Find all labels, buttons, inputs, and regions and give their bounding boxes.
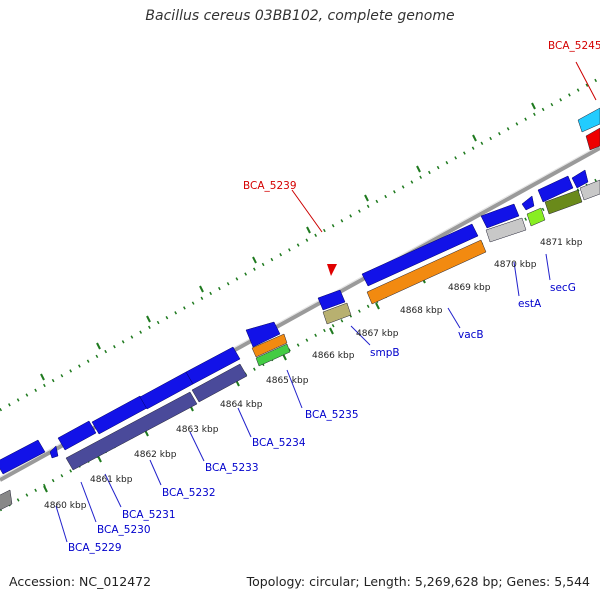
kbp-label: 4863 kbp — [176, 425, 219, 435]
kbp-label: 4862 kbp — [134, 450, 177, 460]
gene-arrow — [537, 175, 574, 203]
gene-bar-lime — [526, 207, 546, 227]
gene-label: BCA_5229 — [68, 542, 122, 554]
gene-label: BCA_5234 — [252, 437, 306, 449]
outer-major-ticks — [40, 102, 536, 381]
gene-bar-orange — [251, 333, 288, 358]
gene-bar-olive — [322, 302, 352, 325]
gene-label: smpB — [370, 347, 400, 359]
gene-label: BCA_5230 — [97, 524, 151, 536]
forward-genes — [0, 169, 589, 475]
gene-label: BCA_5233 — [205, 462, 259, 474]
gene-label: secG — [550, 282, 576, 294]
gene-arrow — [49, 445, 59, 459]
kbp-label: 4867 kbp — [356, 329, 399, 339]
genome-summary-text: Topology: circular; Length: 5,269,628 bp… — [246, 574, 590, 589]
gene-arrow — [185, 346, 241, 385]
callout-label: BCA_5239 — [243, 180, 297, 192]
label-leaders — [55, 253, 551, 543]
reverse-genes — [0, 107, 600, 511]
gene-arrow — [480, 203, 520, 229]
gene-bar-purple — [65, 391, 198, 471]
gene-arrow — [571, 169, 589, 189]
gene-bar-green — [255, 343, 291, 367]
kbp-label: 4870 kbp — [494, 260, 537, 270]
kbp-label: 4865 kbp — [266, 376, 309, 386]
gene-arrow — [0, 439, 46, 475]
gene-arrow — [361, 223, 479, 287]
gene-label: BCA_5231 — [122, 509, 176, 521]
gene-label: estA — [518, 298, 542, 310]
callout-line-BCA_5239 — [291, 189, 323, 233]
kbp-label: 4861 kbp — [90, 475, 133, 485]
kbp-label: 4866 kbp — [312, 351, 355, 361]
callout-labels: BCA_5239 BCA_5245 — [243, 40, 600, 192]
gene-label: BCA_5232 — [162, 487, 216, 499]
gene-arrow — [317, 289, 346, 311]
gene-label: vacB — [458, 329, 484, 341]
gene-arrow — [245, 321, 281, 348]
gene-bar-red — [585, 127, 600, 151]
kbp-label: 4868 kbp — [400, 306, 443, 316]
gene-arrow — [57, 420, 97, 451]
gene-bar-purple — [191, 363, 248, 403]
gene-bar-silver — [485, 217, 527, 243]
gene-bar-silver — [579, 179, 600, 201]
gene-bar-orange — [366, 239, 487, 305]
gene-bar-gray — [0, 489, 13, 511]
kbp-label: 4864 kbp — [220, 400, 263, 410]
callout-line-BCA_5245 — [575, 61, 597, 101]
gene-label: BCA_5235 — [305, 409, 359, 421]
kbp-labels: 4860 kbp 4861 kbp 4862 kbp 4863 kbp 4864… — [44, 238, 583, 511]
map-title: Bacillus cereus 03BB102, complete genome — [145, 8, 455, 24]
callout-label: BCA_5245 — [548, 40, 600, 52]
kbp-label: 4869 kbp — [448, 283, 491, 293]
gene-bar-cyan — [577, 107, 600, 133]
kbp-label: 4871 kbp — [540, 238, 583, 248]
kbp-label: 4860 kbp — [44, 501, 87, 511]
callout-arrow-BCA_5239 — [327, 264, 337, 276]
gene-arrow — [521, 195, 535, 211]
outer-ruler — [0, 76, 600, 412]
gene-bar-darkolive — [544, 189, 583, 215]
gene-labels: BCA_5229 BCA_5230 BCA_5231 BCA_5232 BCA_… — [68, 282, 576, 554]
accession-text: Accession: NC_012472 — [9, 574, 152, 589]
